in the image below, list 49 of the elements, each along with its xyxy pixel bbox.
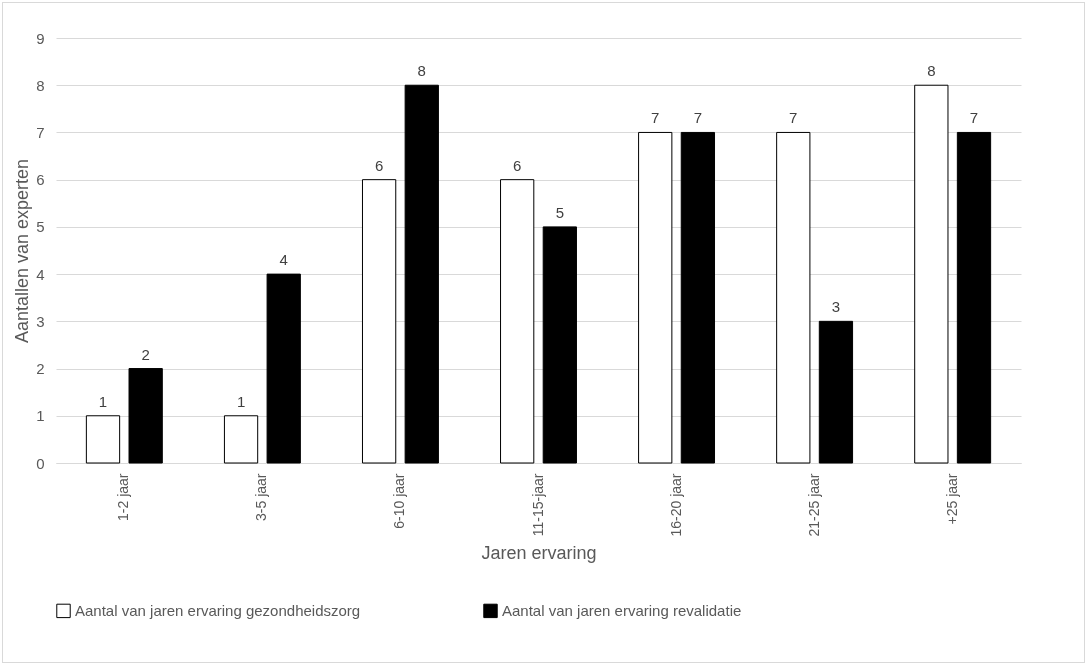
bar [266, 273, 301, 464]
bar [680, 131, 716, 464]
bar [956, 131, 992, 464]
data-label: 7 [651, 109, 660, 127]
x-tick-label: 21-25 jaar [805, 473, 822, 537]
x-tick-label: 3-5 jaar [253, 473, 270, 521]
data-label: 8 [927, 62, 936, 80]
data-label: 3 [831, 298, 841, 316]
bar [818, 320, 854, 464]
bar [361, 179, 397, 464]
data-label: 5 [555, 203, 564, 221]
x-tick-label: 6-10 jaar [391, 473, 408, 529]
x-axis-title: Jaren ervaring [481, 542, 597, 563]
data-label: 7 [789, 109, 798, 127]
data-label: 1 [236, 392, 246, 410]
data-label: 4 [279, 251, 288, 269]
bar [223, 415, 259, 464]
y-tick-label: 3 [36, 312, 45, 330]
y-tick-label: 8 [36, 76, 45, 94]
bar [914, 84, 949, 464]
data-label: 7 [693, 109, 703, 127]
data-label: 1 [98, 392, 108, 410]
y-axis-title: Aantallen van experten [12, 158, 33, 344]
x-tick-label: 1-2 jaar [115, 473, 132, 521]
data-label: 2 [141, 345, 150, 363]
data-label: 6 [513, 156, 522, 174]
bar [542, 226, 577, 464]
y-tick-label: 9 [36, 29, 45, 47]
y-tick-label: 1 [36, 407, 45, 425]
data-label: 6 [374, 156, 384, 174]
y-tick-label: 4 [36, 265, 45, 283]
bar [638, 131, 673, 464]
y-tick-label: 6 [36, 171, 45, 189]
y-tick-label: 0 [36, 454, 45, 472]
x-tick-label: +25 jaar [943, 473, 960, 525]
bar [404, 84, 439, 464]
data-label: 7 [969, 109, 979, 127]
legend-label: Aantal van jaren ervaring gezondheidszorg [75, 601, 361, 619]
y-tick-label: 2 [36, 360, 45, 378]
data-label: 8 [417, 62, 426, 80]
y-tick-label: 7 [36, 123, 45, 141]
bar [128, 368, 163, 464]
x-tick-label: 16-20 jaar [667, 473, 684, 537]
legend-label: Aantal van jaren ervaring revalidatie [502, 601, 742, 619]
bar [776, 131, 811, 464]
bar [85, 415, 121, 464]
y-tick-label: 5 [36, 218, 45, 236]
bar [500, 179, 535, 464]
x-tick-label: 11-15-jaar [529, 473, 546, 537]
